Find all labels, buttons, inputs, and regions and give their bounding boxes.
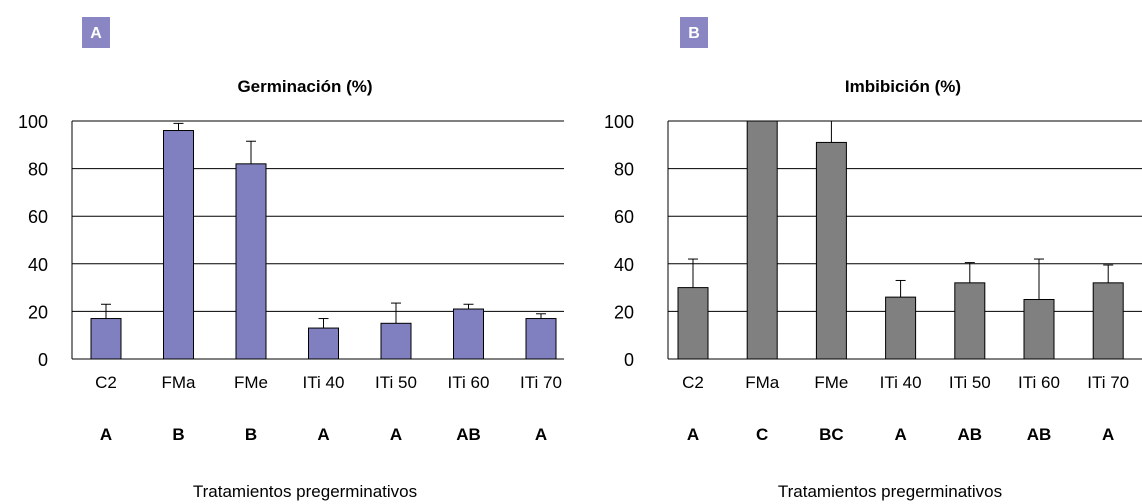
bar (453, 308, 484, 360)
x-tick-label: ITi 50 (375, 373, 417, 392)
x-tick-label: ITi 60 (448, 373, 490, 392)
group-letter: A (100, 425, 112, 444)
y-tick-label: 40 (28, 255, 48, 275)
x-tick-label: FMa (745, 373, 780, 392)
y-tick-label: 100 (18, 112, 48, 132)
group-letter: A (1102, 425, 1114, 444)
bar (885, 296, 917, 360)
y-tick-label: 20 (28, 302, 48, 322)
x-tick-label: C2 (682, 373, 704, 392)
x-tick-label: FMe (814, 373, 848, 392)
bar (380, 322, 412, 360)
x-tick-label: ITi 40 (303, 373, 345, 392)
group-letter: A (317, 425, 329, 444)
bar (815, 141, 847, 360)
bar (1023, 299, 1055, 360)
x-tick-label: ITi 60 (1018, 373, 1060, 392)
y-tick-label: 0 (38, 350, 48, 370)
panel-label-badge (82, 17, 110, 48)
group-letter: A (894, 425, 906, 444)
group-letter: A (687, 425, 699, 444)
y-tick-label: 80 (28, 160, 48, 180)
x-tick-label: ITi 70 (520, 373, 562, 392)
x-axis-label: Tratamientos pregerminativos (193, 482, 417, 501)
bar (746, 120, 778, 360)
group-letter: AB (958, 425, 983, 444)
y-tick-label: 80 (614, 160, 634, 180)
chart-title: Germinación (%) (237, 77, 372, 96)
bar (163, 130, 194, 360)
x-tick-label: ITi 40 (880, 373, 922, 392)
bar (525, 318, 557, 360)
bar (954, 282, 986, 360)
x-tick-label: C2 (95, 373, 117, 392)
bar (308, 327, 339, 360)
panel-label: B (688, 25, 700, 42)
group-letter: C (756, 425, 768, 444)
x-tick-label: FMa (162, 373, 197, 392)
y-tick-label: 0 (624, 350, 634, 370)
x-tick-label: ITi 70 (1087, 373, 1129, 392)
group-letter: AB (1027, 425, 1052, 444)
y-tick-label: 20 (614, 302, 634, 322)
chart-title: Imbibición (%) (845, 77, 961, 96)
x-tick-label: ITi 50 (949, 373, 991, 392)
group-letter: B (172, 425, 184, 444)
x-axis-label: Tratamientos pregerminativos (778, 482, 1002, 501)
panel-label-badge (680, 17, 708, 48)
bar (235, 163, 267, 360)
y-tick-label: 60 (614, 207, 634, 227)
group-letter: BC (819, 425, 844, 444)
panel-label: A (90, 25, 102, 42)
y-tick-label: 60 (28, 207, 48, 227)
x-tick-label: FMe (234, 373, 268, 392)
group-letter: A (390, 425, 402, 444)
group-letter: AB (456, 425, 481, 444)
group-letter: B (245, 425, 257, 444)
group-letter: A (535, 425, 547, 444)
y-tick-label: 40 (614, 255, 634, 275)
bar (677, 287, 709, 360)
y-tick-label: 100 (604, 112, 634, 132)
bar (90, 318, 122, 360)
bar (1092, 282, 1124, 360)
